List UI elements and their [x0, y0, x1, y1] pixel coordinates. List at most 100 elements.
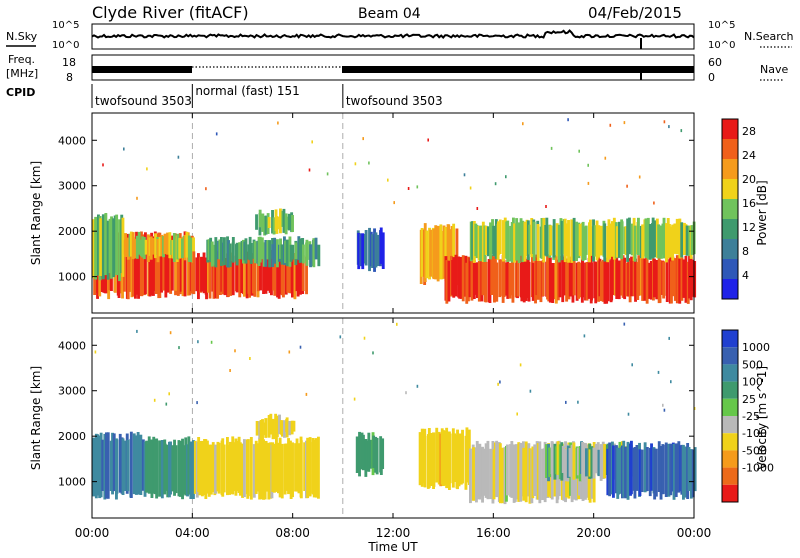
echo-column: [101, 439, 105, 491]
echo-speck: [168, 392, 170, 396]
echo-column: [536, 224, 540, 261]
echo-column: [585, 262, 589, 301]
echo-column: [228, 441, 232, 494]
echo-column: [381, 438, 385, 469]
echo-column: [126, 239, 130, 300]
echo-speck: [631, 363, 633, 367]
echo-column: [240, 258, 244, 294]
echo-column: [601, 259, 605, 302]
echo-column: [279, 208, 282, 234]
echo-column: [139, 239, 143, 257]
echo-speck: [578, 149, 580, 153]
echo-column: [481, 446, 484, 503]
echo-column: [156, 239, 160, 263]
colorbar-swatch: [722, 330, 738, 348]
echo-column: [162, 235, 165, 258]
echo-column: [637, 217, 640, 256]
noise-left-tick-low: 10^0: [52, 40, 79, 51]
echo-column: [472, 447, 475, 501]
echo-column: [162, 236, 166, 291]
echo-column: [489, 448, 493, 500]
echo-column: [121, 217, 125, 277]
echo-speck: [668, 336, 670, 340]
echo-column: [513, 223, 516, 263]
echo-speck: [529, 389, 532, 393]
echo-column: [295, 438, 299, 492]
echo-column: [132, 433, 136, 495]
echo-column: [98, 435, 102, 499]
echo-column: [294, 242, 298, 260]
echo-column: [207, 239, 211, 260]
echo-column: [292, 420, 296, 432]
echo-region: [206, 236, 321, 268]
echo-column: [314, 237, 318, 260]
echo-column: [209, 444, 213, 495]
echo-speck: [657, 370, 660, 374]
echo-column: [129, 231, 133, 257]
echo-column: [532, 221, 536, 261]
colorbar-swatch: [722, 450, 738, 468]
echo-speck: [326, 172, 329, 176]
echo-speck: [565, 400, 567, 404]
echo-speck: [662, 403, 664, 407]
echo-column: [238, 442, 242, 496]
echo-column: [372, 435, 376, 469]
echo-column: [170, 235, 174, 291]
echo-column: [275, 436, 278, 492]
y-tick-label: 4000: [58, 134, 86, 147]
colorbar-frame: [721, 118, 739, 300]
echo-column: [271, 244, 275, 267]
colorbar-swatch: [722, 484, 738, 502]
echo-column: [584, 225, 588, 255]
echo-column: [657, 224, 661, 259]
echo-column: [264, 418, 268, 438]
echo-column: [158, 236, 162, 257]
y-tick-label: 3000: [58, 180, 86, 193]
echo-column: [612, 445, 615, 498]
echo-region: [419, 223, 459, 286]
echo-speck: [583, 334, 586, 338]
echo-column: [603, 443, 607, 479]
echo-column: [664, 442, 668, 497]
echo-column: [653, 220, 657, 258]
echo-column: [568, 260, 572, 297]
echo-column: [262, 242, 266, 267]
x-tick-label: 00:00: [75, 526, 110, 540]
echo-column: [137, 231, 141, 255]
echo-column: [241, 443, 244, 498]
echo-speck: [627, 412, 630, 416]
echo-column: [430, 433, 434, 486]
echo-column: [289, 244, 293, 262]
echo-column: [661, 444, 665, 494]
echo-column: [477, 225, 481, 261]
echo-column: [181, 238, 184, 259]
echo-column: [381, 232, 385, 269]
echo-column: [131, 232, 135, 260]
echo-column: [271, 442, 275, 492]
echo-column: [278, 252, 282, 295]
echo-speck: [469, 186, 472, 190]
x-tick-label: 12:00: [376, 526, 411, 540]
echo-column: [299, 254, 302, 295]
echo-column: [227, 240, 230, 268]
echo-column: [207, 444, 211, 497]
echo-column: [648, 262, 652, 299]
echo-column: [536, 260, 540, 300]
echo-column: [368, 227, 371, 272]
echo-column: [465, 262, 469, 304]
cpid-segment-label: normal (fast) 151: [195, 84, 299, 98]
echo-speck: [354, 162, 357, 166]
echo-column: [608, 223, 612, 260]
echo-column: [255, 214, 258, 230]
echo-column: [106, 220, 110, 280]
echo-column: [566, 445, 570, 478]
echo-column: [271, 210, 274, 234]
echo-column: [445, 260, 449, 304]
velocity-panel: 1000 2000 3000 4000 Slant Range [km]: [29, 317, 697, 519]
echo-column: [141, 439, 145, 491]
echo-column: [192, 237, 195, 263]
echo-column: [245, 251, 249, 299]
echo-column: [276, 249, 279, 298]
